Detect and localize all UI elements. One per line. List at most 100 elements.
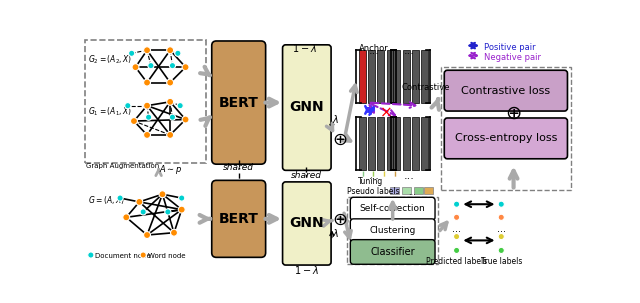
Bar	[403, 50, 410, 103]
Circle shape	[166, 79, 173, 86]
Text: $G_2 = (A_2, X)$: $G_2 = (A_2, X)$	[88, 53, 132, 66]
Circle shape	[125, 103, 131, 109]
FancyBboxPatch shape	[350, 240, 435, 264]
Bar	[402, 187, 411, 194]
Bar	[424, 187, 433, 194]
Bar	[412, 117, 419, 170]
Circle shape	[166, 98, 173, 105]
Text: Word node: Word node	[148, 254, 186, 259]
Circle shape	[498, 234, 504, 240]
FancyBboxPatch shape	[444, 118, 568, 159]
Bar	[359, 50, 365, 103]
Text: ...: ...	[369, 171, 380, 181]
Text: $1 - \lambda$: $1 - \lambda$	[292, 42, 317, 54]
Text: Contrastive: Contrastive	[401, 82, 450, 92]
Bar	[390, 187, 399, 194]
Text: ...: ...	[403, 171, 414, 181]
FancyBboxPatch shape	[350, 197, 435, 220]
Text: GNN: GNN	[289, 100, 324, 114]
Circle shape	[166, 47, 173, 54]
Text: Classifier: Classifier	[371, 247, 415, 257]
Text: BERT: BERT	[219, 95, 259, 110]
Circle shape	[129, 50, 135, 56]
Circle shape	[454, 234, 460, 240]
FancyBboxPatch shape	[283, 45, 331, 170]
Circle shape	[140, 209, 147, 215]
Circle shape	[178, 206, 185, 213]
FancyBboxPatch shape	[212, 180, 266, 257]
Circle shape	[148, 62, 154, 69]
Bar	[441, 67, 570, 190]
Circle shape	[159, 191, 166, 198]
FancyBboxPatch shape	[212, 41, 266, 164]
Circle shape	[145, 114, 152, 120]
Circle shape	[170, 114, 175, 120]
Text: Graph Augmentation: Graph Augmentation	[86, 163, 159, 169]
Bar	[378, 50, 384, 103]
Circle shape	[170, 62, 175, 69]
Text: $A \sim p$: $A \sim p$	[159, 163, 182, 176]
Bar	[387, 117, 394, 170]
Circle shape	[136, 198, 143, 205]
Text: Cross-entropy loss: Cross-entropy loss	[454, 133, 557, 143]
Text: BERT: BERT	[219, 212, 259, 226]
Text: shared: shared	[223, 163, 254, 172]
Text: True labels: True labels	[481, 257, 522, 266]
Circle shape	[131, 118, 138, 125]
Text: ...: ...	[369, 46, 380, 56]
Circle shape	[498, 247, 504, 254]
Text: Predicted labels: Predicted labels	[426, 257, 487, 266]
Circle shape	[164, 209, 171, 215]
Text: ...: ...	[452, 224, 461, 234]
Text: GNN: GNN	[289, 216, 324, 231]
Bar	[414, 187, 424, 194]
Text: $\oplus$: $\oplus$	[332, 211, 348, 229]
Circle shape	[132, 64, 139, 71]
Circle shape	[454, 214, 460, 220]
Bar	[403, 117, 410, 170]
Circle shape	[88, 252, 94, 258]
Bar	[368, 117, 375, 170]
Circle shape	[143, 231, 150, 238]
Circle shape	[177, 103, 183, 109]
Text: $\lambda$: $\lambda$	[332, 227, 339, 239]
FancyBboxPatch shape	[350, 219, 435, 242]
Text: Self-correction: Self-correction	[360, 204, 426, 213]
Text: ...: ...	[497, 224, 506, 234]
Text: shared: shared	[291, 171, 322, 180]
Circle shape	[182, 64, 189, 71]
Circle shape	[454, 201, 460, 207]
Text: Tuning: Tuning	[358, 177, 383, 185]
Text: $\oplus$: $\oplus$	[332, 131, 348, 149]
Text: $G_1 = (A_1, X)$: $G_1 = (A_1, X)$	[88, 106, 132, 118]
Circle shape	[454, 247, 460, 254]
Bar	[421, 50, 428, 103]
Circle shape	[498, 214, 504, 220]
Text: $\times$: $\times$	[380, 104, 392, 119]
Circle shape	[143, 102, 150, 109]
FancyBboxPatch shape	[283, 182, 331, 265]
Circle shape	[170, 229, 177, 236]
Circle shape	[182, 116, 189, 123]
Text: Pseudo labels: Pseudo labels	[348, 187, 400, 196]
Bar	[412, 50, 419, 103]
Circle shape	[498, 201, 504, 207]
Bar	[394, 117, 401, 170]
Bar	[378, 117, 384, 170]
Circle shape	[175, 50, 181, 56]
Text: ...: ...	[403, 46, 414, 56]
Text: $\oplus$: $\oplus$	[506, 104, 522, 123]
Bar	[421, 117, 428, 170]
Text: $1 - \lambda$: $1 - \lambda$	[294, 264, 319, 275]
Text: $\lambda$: $\lambda$	[332, 113, 339, 125]
Circle shape	[143, 47, 150, 54]
FancyBboxPatch shape	[444, 70, 568, 111]
Text: Anchor: Anchor	[359, 44, 388, 53]
Text: Clustering: Clustering	[369, 226, 416, 235]
Bar	[348, 197, 438, 264]
Text: Positive pair: Positive pair	[484, 43, 535, 52]
Bar	[84, 40, 206, 163]
Circle shape	[179, 195, 185, 201]
Bar	[359, 117, 365, 170]
Bar	[387, 50, 394, 103]
